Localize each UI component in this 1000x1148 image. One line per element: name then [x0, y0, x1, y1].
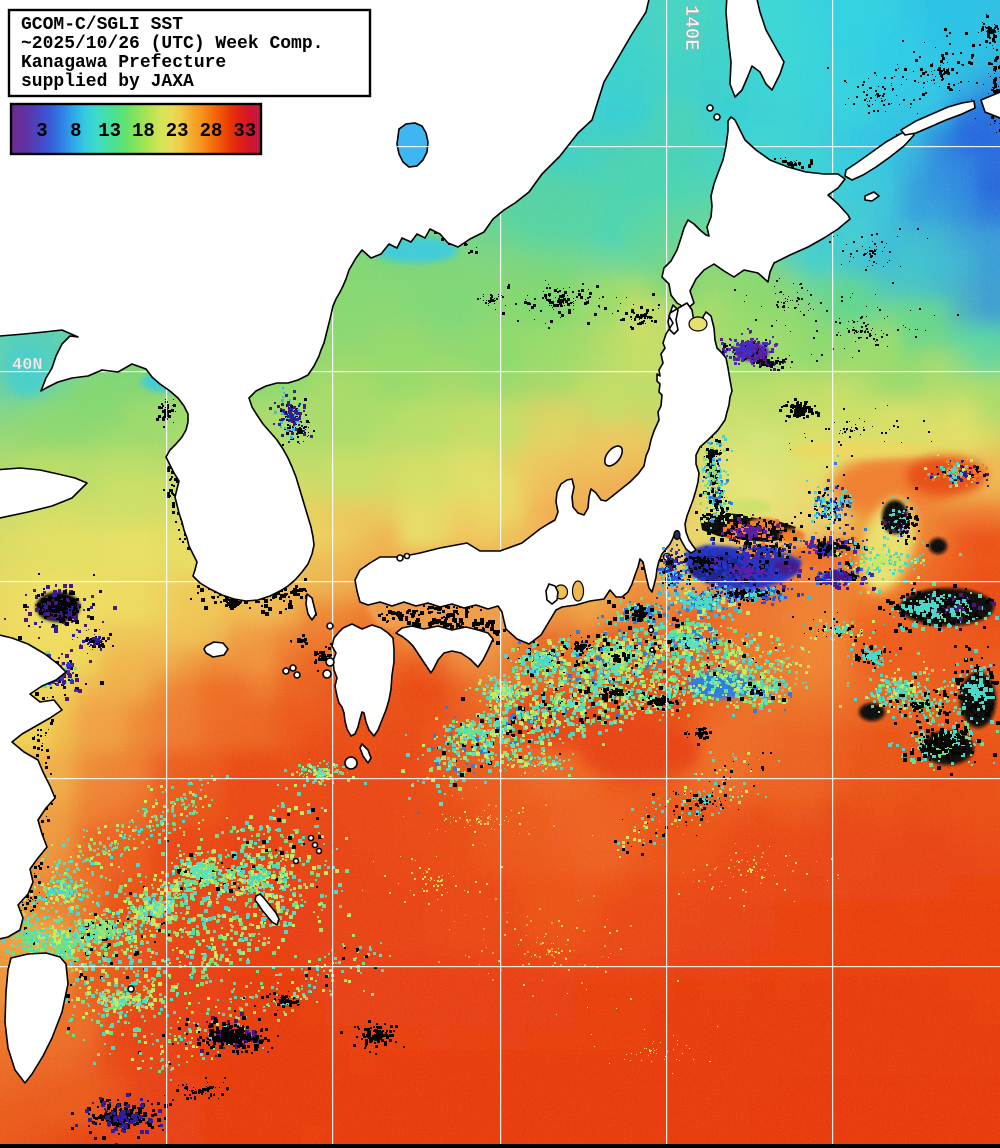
svg-text:140E: 140E: [680, 5, 702, 51]
svg-text:8: 8: [70, 120, 81, 142]
svg-text:18: 18: [132, 120, 155, 142]
svg-text:Kanagawa Prefecture: Kanagawa Prefecture: [21, 53, 226, 73]
svg-text:GCOM-C/SGLI SST: GCOM-C/SGLI SST: [21, 15, 183, 35]
svg-text:23: 23: [166, 120, 189, 142]
svg-text:supplied by JAXA: supplied by JAXA: [21, 72, 194, 92]
svg-text:3: 3: [36, 120, 47, 142]
svg-text:33: 33: [233, 120, 256, 142]
svg-text:28: 28: [200, 120, 223, 142]
svg-text:~2025/10/26 (UTC) Week Comp.: ~2025/10/26 (UTC) Week Comp.: [21, 34, 323, 54]
svg-text:13: 13: [98, 120, 121, 142]
svg-text:40N: 40N: [12, 356, 43, 375]
